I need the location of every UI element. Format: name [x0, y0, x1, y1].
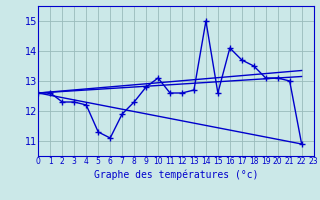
X-axis label: Graphe des températures (°c): Graphe des températures (°c)	[94, 169, 258, 180]
